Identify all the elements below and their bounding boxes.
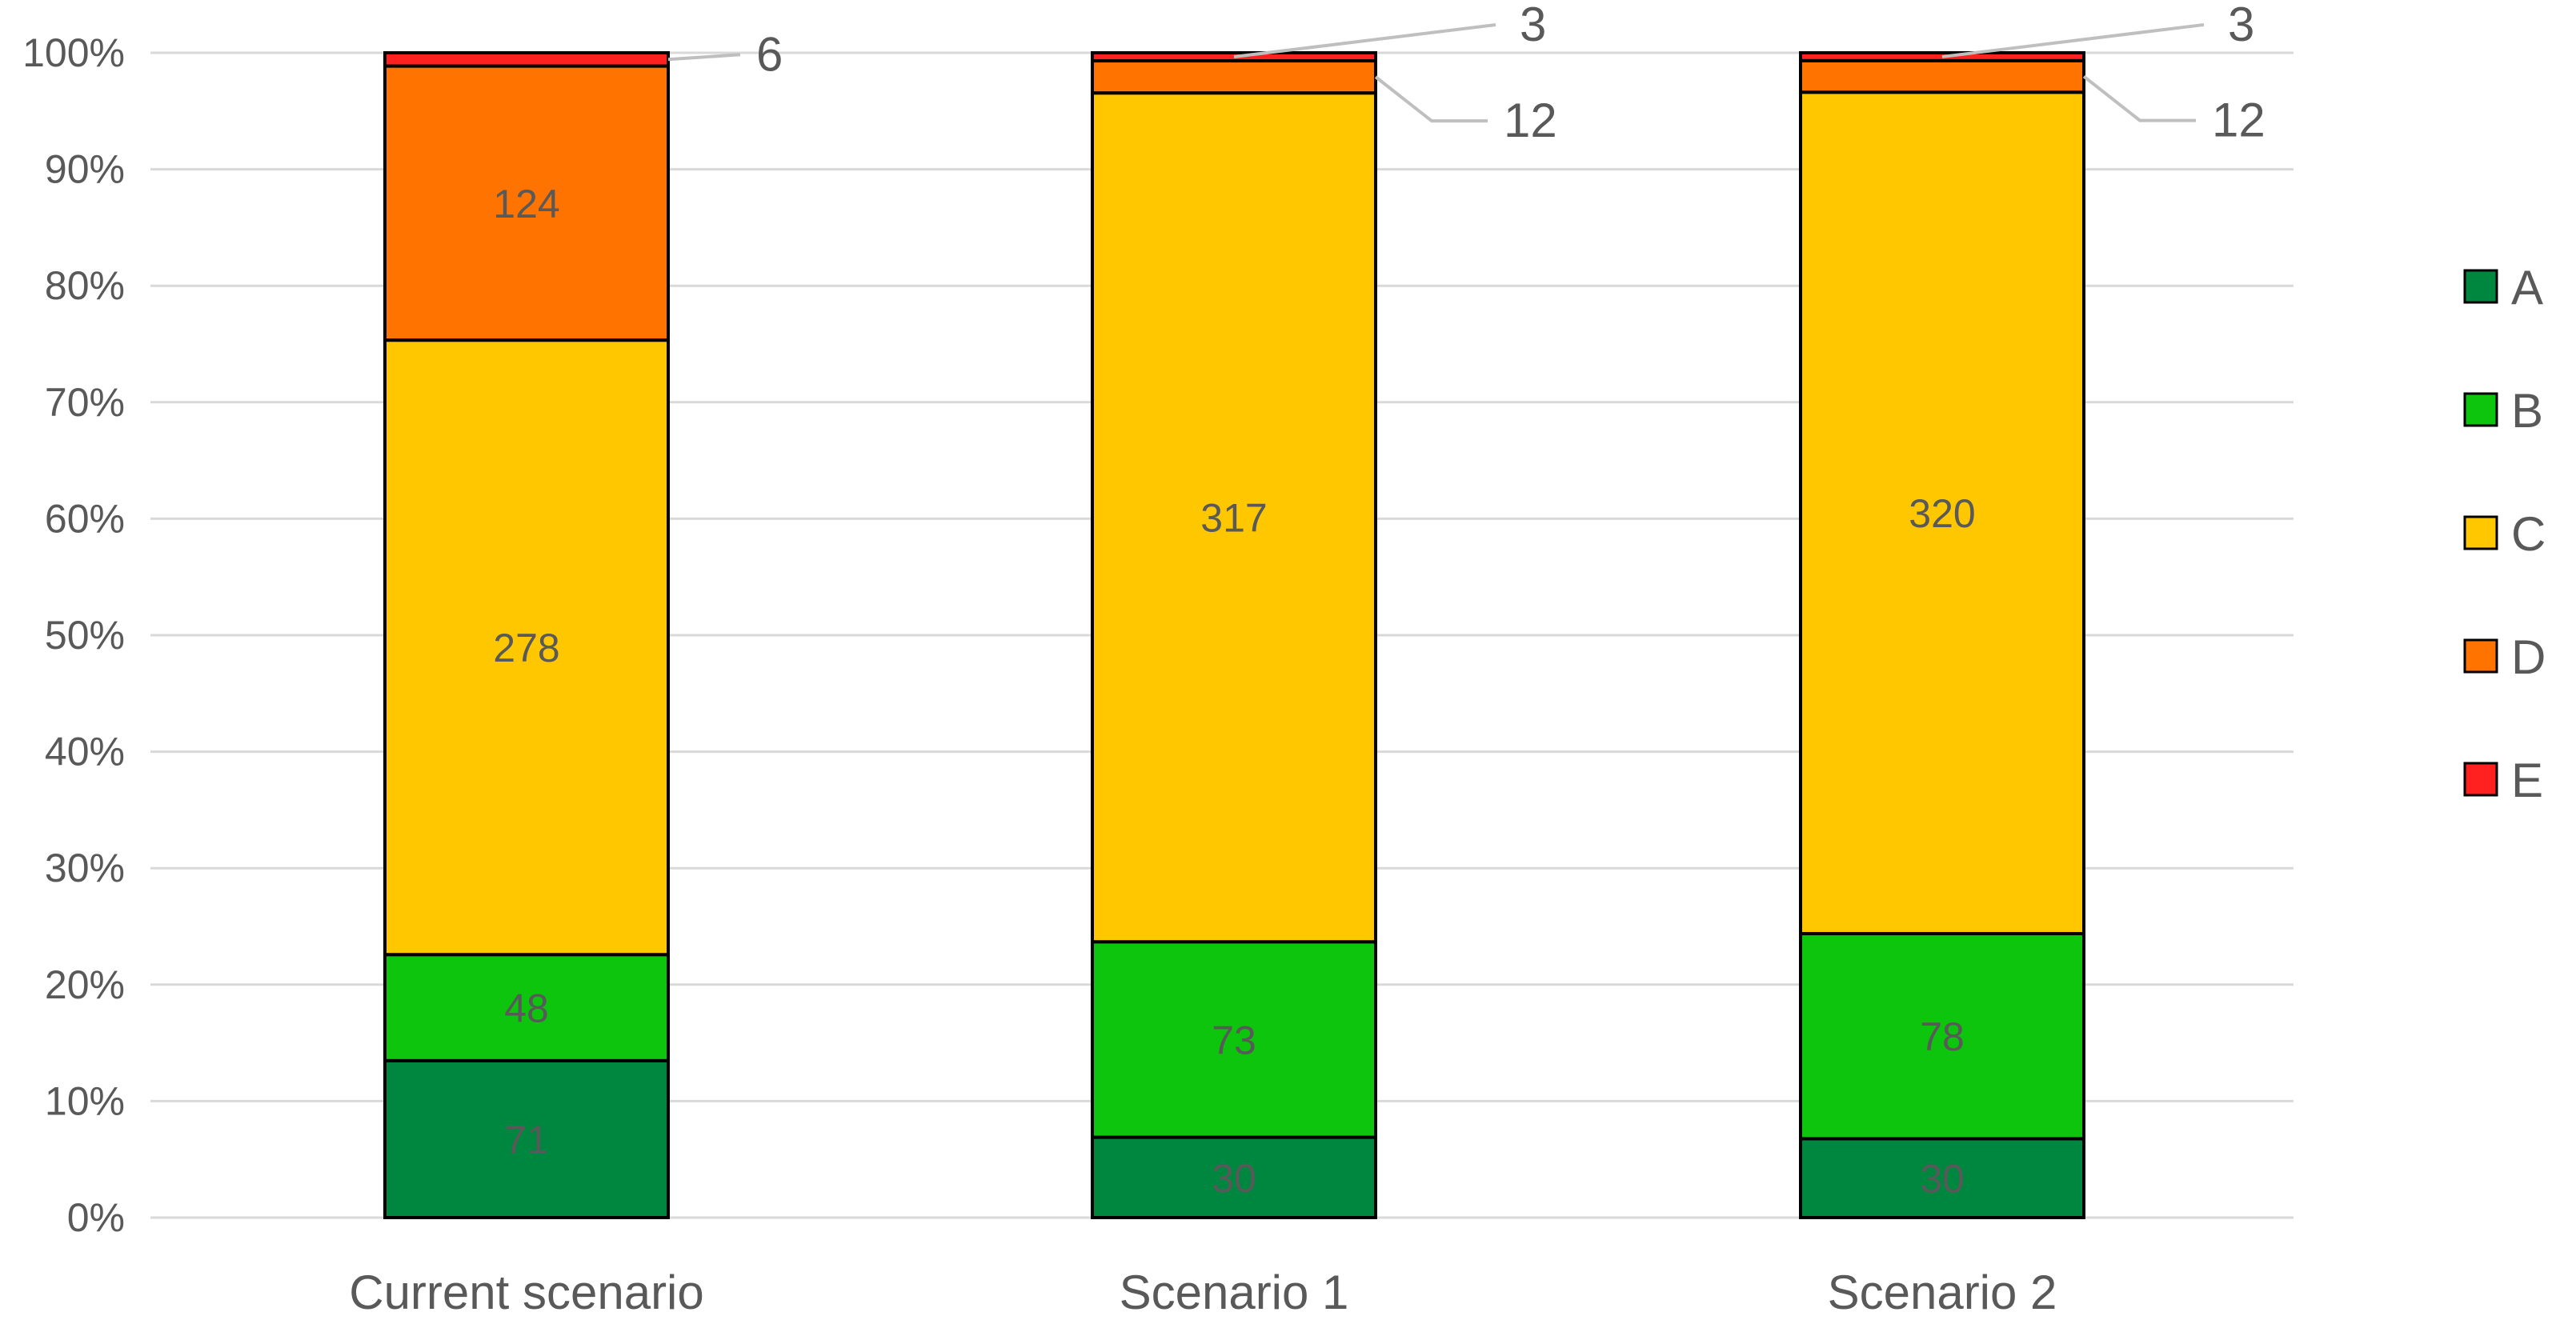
data-label: 124 bbox=[493, 182, 559, 226]
bar-stack: 30 73 317 12 3 bbox=[1091, 0, 1557, 1219]
data-label: 6 bbox=[756, 27, 783, 81]
data-label: 78 bbox=[1920, 1014, 1965, 1059]
bar-segment-c bbox=[1799, 90, 2085, 936]
bar-stack: 71 48 278 124 6 bbox=[383, 27, 783, 1219]
leader-line bbox=[1233, 23, 1496, 59]
legend-item: D bbox=[2463, 630, 2546, 684]
bar-segment-a bbox=[1091, 1135, 1377, 1219]
x-tick-label: Scenario 2 bbox=[1828, 1266, 2057, 1319]
legend-swatch bbox=[2463, 269, 2498, 304]
y-tick-label: 10% bbox=[45, 1078, 125, 1123]
leader-line bbox=[667, 53, 741, 62]
bar-segment-c bbox=[1091, 91, 1377, 944]
x-tick-label: Current scenario bbox=[349, 1266, 704, 1319]
bar-segment-e bbox=[383, 51, 670, 68]
y-tick-label: 80% bbox=[45, 263, 125, 308]
y-tick-label: 0% bbox=[67, 1195, 125, 1240]
data-label: 278 bbox=[493, 626, 559, 670]
y-tick-label: 20% bbox=[45, 962, 125, 1007]
legend-swatch bbox=[2463, 392, 2498, 427]
legend-item: B bbox=[2463, 384, 2543, 438]
data-label: 317 bbox=[1200, 496, 1267, 541]
y-axis-tick-labels: 0% 10% 20% 30% 40% 50% 60% 70% 80% 90% 100% bbox=[22, 30, 125, 1240]
legend-swatch bbox=[2463, 638, 2498, 674]
y-tick-label: 90% bbox=[45, 147, 125, 192]
legend-swatch bbox=[2463, 762, 2498, 797]
data-label: 320 bbox=[1909, 491, 1975, 536]
y-tick-label: 70% bbox=[45, 380, 125, 425]
legend-label: C bbox=[2511, 507, 2546, 561]
bar-segment-d bbox=[1799, 58, 2085, 94]
leader-line bbox=[2082, 75, 2196, 122]
bar-segment-c bbox=[383, 338, 670, 957]
data-label: 30 bbox=[1920, 1157, 1965, 1202]
bar-segment-b bbox=[383, 953, 670, 1062]
data-label: 3 bbox=[1520, 0, 1546, 51]
y-tick-label: 60% bbox=[45, 496, 125, 541]
bar-segment-a bbox=[1799, 1137, 2085, 1219]
bars: 71 48 278 124 6 30 73 317 12 3 30 78 320 12 3 bbox=[383, 0, 2266, 1219]
y-tick-label: 100% bbox=[22, 30, 125, 75]
x-axis-tick-labels: Current scenario Scenario 1 Scenario 2 bbox=[349, 1266, 2057, 1319]
y-tick-label: 30% bbox=[45, 846, 125, 890]
legend-item: C bbox=[2463, 507, 2546, 561]
x-tick-label: Scenario 1 bbox=[1120, 1266, 1349, 1319]
data-label: 3 bbox=[2228, 0, 2254, 51]
leader-line bbox=[1374, 75, 1488, 123]
legend-item: E bbox=[2463, 754, 2543, 807]
y-tick-label: 50% bbox=[45, 613, 125, 658]
legend-label: D bbox=[2511, 630, 2546, 684]
bar-segment-d bbox=[383, 64, 670, 342]
leader-line bbox=[1941, 22, 2205, 58]
y-tick-label: 40% bbox=[45, 730, 125, 774]
data-label: 71 bbox=[504, 1118, 549, 1162]
legend: A B C D E bbox=[2463, 261, 2546, 807]
legend-label: A bbox=[2511, 261, 2543, 314]
bar-segment-a bbox=[383, 1058, 670, 1219]
legend-label: B bbox=[2511, 384, 2543, 438]
legend-swatch bbox=[2463, 515, 2498, 550]
data-label: 48 bbox=[504, 986, 549, 1031]
data-label: 73 bbox=[1212, 1018, 1256, 1062]
legend-label: E bbox=[2511, 754, 2543, 807]
data-label: 30 bbox=[1212, 1156, 1256, 1201]
bar-segment-d bbox=[1091, 59, 1377, 95]
data-label: 12 bbox=[1504, 94, 1557, 147]
data-label: 12 bbox=[2212, 94, 2266, 147]
bar-stack: 30 78 320 12 3 bbox=[1799, 0, 2266, 1219]
bar-segment-b bbox=[1799, 932, 2085, 1141]
legend-item: A bbox=[2463, 261, 2543, 314]
